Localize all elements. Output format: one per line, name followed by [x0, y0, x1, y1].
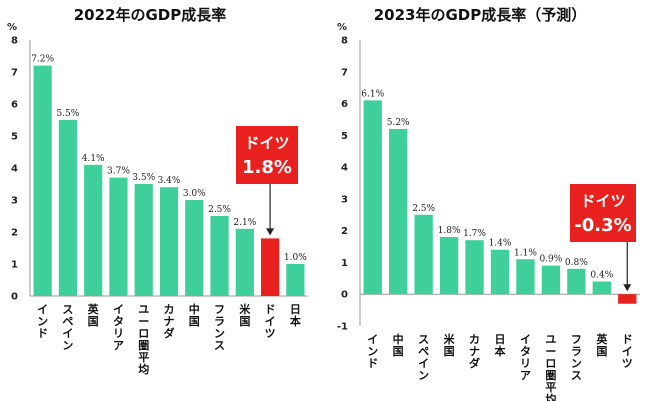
chart-2023-category-label: 日本 — [495, 333, 506, 358]
chart-2023-value-label: 5.2% — [387, 118, 410, 128]
chart-2022-value-label: 7.2% — [31, 55, 54, 65]
chart-2023-bar — [363, 100, 382, 295]
chart-2022-ytick-label: 4 — [11, 164, 18, 175]
chart-2023-value-label: 0.8% — [565, 258, 588, 268]
chart-2023-ytick-label: 8 — [341, 36, 348, 47]
chart-2022-category-label: 中国 — [189, 302, 200, 328]
chart-2022-category-label: 英国 — [87, 302, 100, 328]
chart-2023-value-label: 0.4% — [590, 271, 613, 281]
chart-2022-value-label: 2.5% — [208, 205, 231, 215]
chart-2023-category-label: スペイン — [418, 333, 429, 382]
chart-2022-category-label: スペイン — [62, 303, 73, 352]
chart-2022-title: 2022年のGDP成長率 — [74, 6, 227, 24]
chart-2023-callout-value: -0.3% — [574, 215, 631, 236]
chart-2023-callout-box — [570, 184, 636, 242]
chart-2023-value-label: 6.1% — [361, 89, 384, 99]
chart-2023-value-label: 1.4% — [489, 239, 512, 249]
chart-2022-category-label: 米国 — [238, 302, 251, 328]
chart-2023-bar — [389, 128, 408, 295]
chart-2023-value-label: 1.7% — [463, 229, 486, 239]
chart-2023-ytick-label: 1 — [341, 258, 348, 269]
chart-2022-bar — [185, 200, 204, 296]
chart-2022-value-label: 1.0% — [284, 253, 307, 263]
chart-2023-category-label: ユーロ圏平均 — [545, 333, 556, 401]
chart-2023-bar — [465, 240, 484, 295]
chart-2022-bar — [286, 264, 305, 296]
chart-2023-ytick-label: 3 — [341, 194, 348, 205]
chart-2023-value-label: 1.8% — [438, 226, 461, 236]
chart-2022-value-label: 3.5% — [132, 173, 155, 183]
arrow-down-icon — [266, 228, 275, 236]
chart-2023-ytick-label: -1 — [337, 322, 348, 333]
chart-2022-category-label: イタリア — [113, 303, 124, 352]
arrow-down-icon — [623, 284, 632, 292]
chart-2022: % 0 1 2 3 4 5 6 7 8 7.2% インド 5.5% スペイン 4.1% 英国 3.7% イタリア 3… — [7, 22, 308, 376]
chart-2022-bar — [210, 216, 229, 296]
chart-2023-value-label: 1.1% — [514, 248, 537, 258]
chart-2022-ytick-label: 6 — [11, 100, 18, 111]
chart-2022-category-label: 日本 — [290, 303, 301, 328]
chart-2022-ytick-label: 7 — [11, 68, 18, 79]
chart-2023-category-label: 中国 — [393, 332, 404, 358]
chart-2023-bar — [490, 249, 510, 295]
chart-2023-callout-country: ドイツ — [580, 192, 625, 210]
chart-2022-category-label: フランス — [214, 303, 225, 352]
chart-2022-bar — [33, 65, 52, 296]
chart-2023-title: 2023年のGDP成長率（予測） — [374, 6, 587, 24]
chart-2022-bar — [260, 238, 280, 296]
chart-2023-category-label: インド — [367, 333, 378, 370]
chart-2022-bar — [58, 120, 78, 296]
chart-2022-ytick-label: 2 — [11, 228, 18, 239]
chart-2023-bar — [567, 268, 586, 295]
chart-2023-category-label: ドイツ — [622, 333, 633, 370]
chart-2023-ytick-label: 7 — [341, 67, 348, 78]
chart-2023-category-label: イタリア — [520, 333, 531, 382]
chart-2023-bar — [592, 281, 611, 295]
chart-2022-callout-country: ドイツ — [244, 134, 289, 152]
chart-2022-category-label: カナダ — [164, 303, 175, 340]
chart-2023-bar — [516, 259, 535, 295]
chart-2022-value-label: 5.5% — [56, 109, 79, 119]
chart-2023-bar — [618, 294, 637, 304]
chart-2022-bar — [235, 228, 254, 296]
chart-2022-callout-box — [236, 126, 298, 184]
chart-2023-ytick-label: 6 — [341, 99, 348, 110]
chart-2023-category-label: 米国 — [443, 332, 456, 358]
chart-2022-value-label: 3.4% — [158, 176, 181, 186]
chart-2022-callout-value: 1.8% — [242, 157, 292, 178]
chart-2023-value-label: 2.5% — [412, 204, 435, 214]
chart-2022-category-label: インド — [37, 303, 48, 340]
chart-2023-ytick-label: 4 — [341, 163, 348, 174]
chart-2022-bar — [109, 177, 128, 296]
chart-2022-value-label: 2.1% — [233, 218, 256, 228]
chart-2023-bar — [439, 237, 459, 295]
chart-2023-unit-label: % — [337, 22, 347, 33]
chart-2022-category-label: ドイツ — [265, 303, 276, 340]
chart-2022-ytick-label: 5 — [11, 132, 18, 143]
chart-2023: % -1 0 1 2 3 4 5 6 7 8 6.1% インド 5.2% 中国 2.5% スペイン 1.8% 米国 1… — [337, 22, 640, 401]
chart-2022-unit-label: % — [7, 22, 17, 33]
chart-2022-value-label: 3.7% — [107, 167, 130, 177]
chart-2022-ytick-label: 0 — [11, 292, 18, 303]
chart-2023-category-label: 英国 — [595, 332, 608, 358]
chart-2023-category-label: カナダ — [469, 333, 480, 370]
chart-2023-bar — [541, 265, 561, 295]
chart-2022-bar — [84, 164, 103, 296]
chart-2022-value-label: 4.1% — [82, 154, 105, 164]
chart-2022-ytick-label: 3 — [11, 196, 18, 207]
chart-2022-category-label: ユーロ圏平均 — [138, 303, 149, 376]
chart-2022-ytick-label: 8 — [11, 36, 18, 47]
chart-2023-ytick-label: 5 — [341, 131, 348, 142]
chart-2022-bar — [134, 184, 153, 296]
chart-2023-ytick-label: 2 — [341, 226, 348, 237]
chart-2022-value-label: 3.0% — [183, 189, 206, 199]
chart-2023-bar — [414, 214, 433, 295]
chart-2022-bar — [159, 187, 179, 296]
chart-2023-category-label: フランス — [571, 333, 582, 382]
chart-2023-ytick-label: 0 — [341, 290, 348, 301]
chart-2022-ytick-label: 1 — [11, 260, 18, 271]
chart-2023-value-label: 0.9% — [539, 255, 562, 265]
